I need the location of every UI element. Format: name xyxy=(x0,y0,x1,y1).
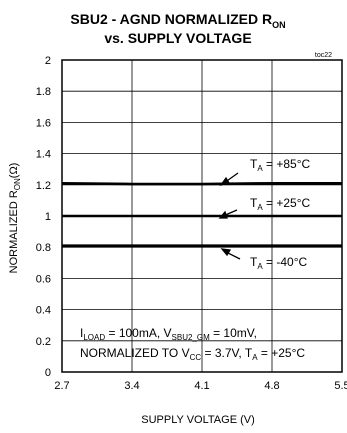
label-85c: TA = +85°C xyxy=(250,157,311,173)
arrowhead-85c xyxy=(219,176,231,187)
y-axis-label: NORMALIZED RON(Ω) xyxy=(8,163,22,274)
y-tick-label: 1.6 xyxy=(36,117,51,129)
y-tick-label: 2 xyxy=(45,55,51,67)
series-line-0 xyxy=(61,181,342,186)
y-tick-label: 1.8 xyxy=(36,86,51,98)
y-tick-labels: 0 0.2 0.4 0.6 0.8 1 1.2 1.4 1.6 1.8 2 xyxy=(36,55,51,379)
y-tick-label: 0 xyxy=(45,367,51,379)
x-axis-label: SUPPLY VOLTAGE (V) xyxy=(141,414,255,426)
y-tick-label: 0.6 xyxy=(36,273,51,285)
figure-id: toc22 xyxy=(315,52,332,59)
conditions-line2: NORMALIZED TO VCC = 3.7V, TA = +25°C xyxy=(80,346,305,362)
label-25c: TA = +25°C xyxy=(250,196,311,212)
y-tick-label: 0.4 xyxy=(36,305,51,317)
chart-title-line2: vs. SUPPLY VOLTAGE xyxy=(104,30,251,46)
x-tick-label: 4.8 xyxy=(264,380,279,392)
chart-title-line1: SBU2 - AGND NORMALIZED RON xyxy=(70,11,285,30)
annotation-arrows xyxy=(218,172,241,260)
arrowhead-25c xyxy=(218,210,228,219)
y-tick-label: 1 xyxy=(45,211,51,223)
series-lines xyxy=(61,181,342,247)
x-tick-label: 3.4 xyxy=(124,380,139,392)
y-tick-label: 0.2 xyxy=(36,336,51,348)
x-tick-labels: 2.7 3.4 4.1 4.8 5.5 xyxy=(54,380,347,392)
x-tick-label: 4.1 xyxy=(194,380,209,392)
x-tick-label: 2.7 xyxy=(54,380,69,392)
label-m40c: TA = -40°C xyxy=(250,255,308,271)
arrowhead-m40c xyxy=(220,248,232,257)
conditions-line1: ILOAD = 100mA, VSBU2_GM = 10mV, xyxy=(80,326,257,342)
y-tick-label: 0.8 xyxy=(36,242,51,254)
x-tick-label: 5.5 xyxy=(334,380,347,392)
y-tick-label: 1.2 xyxy=(36,180,51,192)
y-tick-label: 1.4 xyxy=(36,149,51,161)
